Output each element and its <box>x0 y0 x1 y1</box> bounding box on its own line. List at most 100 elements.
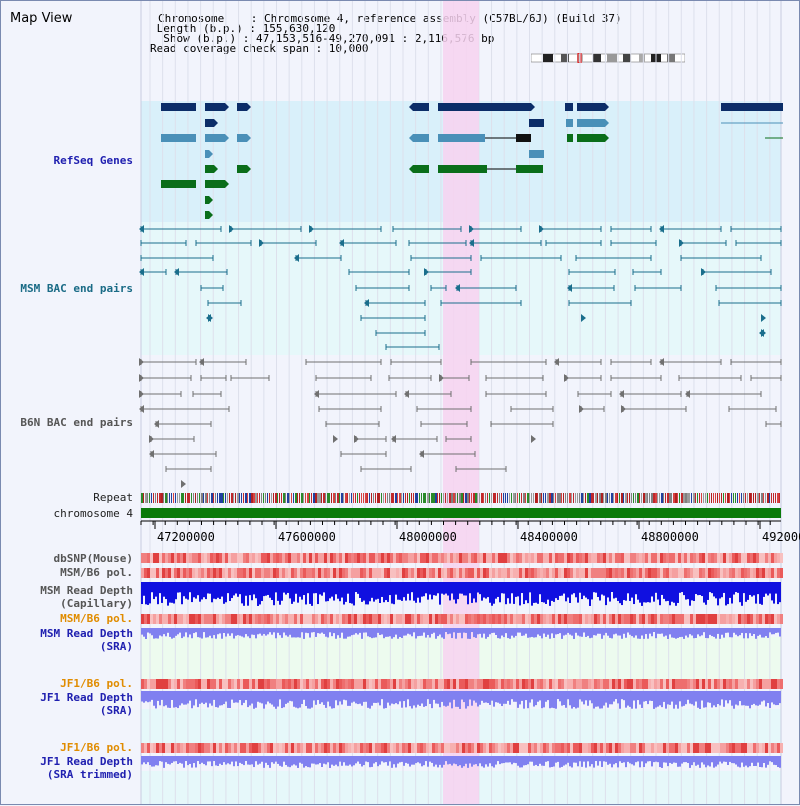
jf1-b6-pol-cell <box>462 679 465 689</box>
jf1-b6-pol-cell-2 <box>525 743 528 753</box>
jf1-b6-pol-cell <box>678 679 681 689</box>
msm-b6-pol-cell-2 <box>513 614 516 624</box>
jf1-sra-depth-bar <box>309 699 311 709</box>
msm-capillary-depth-bar <box>549 592 551 606</box>
jf1-b6-pol-cell <box>336 679 339 689</box>
msm-sra-depth-bar <box>735 632 737 635</box>
msm-sra-depth-bar <box>539 632 541 636</box>
dbsnp-cell <box>453 553 456 563</box>
dbsnp-cell <box>315 553 318 563</box>
gene-feature <box>438 103 531 111</box>
repeat-element <box>687 493 689 503</box>
repeat-element <box>657 493 658 503</box>
msm-b6-pol-cell <box>726 568 729 578</box>
msm-sra-depth-bar <box>385 632 387 637</box>
msm-b6-pol-cell <box>741 568 744 578</box>
jf1-sra-depth-bar <box>669 699 671 705</box>
jf1-sra-depth-bar <box>447 699 449 706</box>
jf1-b6-pol-cell <box>297 679 300 689</box>
msm-b6-pol-cell-2 <box>495 614 498 624</box>
msm-b6-pol-cell-2 <box>417 614 420 624</box>
msm-b6-pol-cell-2 <box>225 614 228 624</box>
repeat-element <box>719 493 720 503</box>
jf1-b6-pol-cell <box>726 679 729 689</box>
msm-b6-pol-cell-2 <box>528 614 531 624</box>
msm-b6-pol-cell-2 <box>246 614 249 624</box>
jf1-trimmed-depth-bar <box>403 761 405 766</box>
msm-b6-pol-cell-2 <box>216 614 219 624</box>
msm-sra-depth-bar <box>601 632 603 639</box>
jf1-b6-pol-cell-2 <box>594 743 597 753</box>
msm-capillary-depth-bar <box>657 592 659 600</box>
msm-capillary-depth-bar <box>737 592 739 593</box>
jf1-trimmed-depth-bar <box>561 761 563 767</box>
dbsnp-cell <box>522 553 525 563</box>
jf1-sra-depth-bar <box>147 699 149 702</box>
msm-capillary-depth-bar <box>631 592 633 598</box>
jf1-trimmed-depth-bar <box>625 761 627 767</box>
jf1-b6-pol-cell <box>441 679 444 689</box>
msm-capillary-depth-bar <box>551 592 553 601</box>
repeat-element <box>759 493 760 503</box>
jf1-sra-depth-bar <box>523 699 525 709</box>
jf1-b6-pol-cell-2 <box>513 743 516 753</box>
jf1-trimmed-depth-bar <box>633 761 635 765</box>
jf1-sra-depth-bar <box>149 699 151 702</box>
jf1-b6-pol-cell <box>156 679 159 689</box>
jf1-sra-depth-bar <box>533 699 535 707</box>
jf1-b6-pol-cell-2 <box>720 743 723 753</box>
msm-sra-depth-bar <box>189 632 191 634</box>
jf1-b6-pol-cell-2 <box>774 743 777 753</box>
jf1-sra-depth-bar <box>657 699 659 707</box>
repeat-element <box>601 493 603 503</box>
jf1-sra-depth-bar <box>307 699 309 708</box>
gene-feature <box>438 165 487 173</box>
repeat-element <box>257 493 258 503</box>
msm-b6-pol-cell-2 <box>273 614 276 624</box>
jf1-b6-pol-cell-2 <box>516 743 519 753</box>
msm-sra-depth-bar <box>491 632 493 633</box>
msm-sra-depth-bar <box>645 632 647 634</box>
repeat-element <box>613 493 614 503</box>
msm-b6-pol-cell-2 <box>576 614 579 624</box>
msm-capillary-depth-bar <box>321 592 323 596</box>
msm-sra-depth-bar <box>633 632 635 638</box>
msm-b6-pol-cell-2 <box>600 614 603 624</box>
msm-sra-depth-bar <box>763 632 765 638</box>
msm-sra-depth-bar <box>475 632 477 638</box>
jf1-b6-pol-cell-2 <box>408 743 411 753</box>
msm-capillary-depth-bar <box>675 592 677 606</box>
dbsnp-cell <box>288 553 291 563</box>
repeat-element <box>389 493 390 503</box>
jf1-sra-depth-bar <box>689 699 691 704</box>
repeat-element <box>519 493 520 503</box>
repeat-element <box>351 493 352 503</box>
dbsnp-cell <box>324 553 327 563</box>
msm-b6-pol-cell-2 <box>213 614 216 624</box>
msm-b6-pol-cell-2 <box>636 614 639 624</box>
msm-capillary-depth-bar <box>683 592 685 595</box>
jf1-b6-pol-cell-2 <box>150 743 153 753</box>
jf1-trimmed-depth-bar <box>745 761 747 766</box>
jf1-sra-depth-bar <box>555 699 557 709</box>
msm-capillary-depth-bar <box>141 592 143 604</box>
jf1-b6-pol-cell <box>489 679 492 689</box>
jf1-sra-depth-bar <box>491 699 493 701</box>
msm-capillary-depth-bar <box>313 592 315 593</box>
msm-capillary-depth-bar <box>251 592 253 600</box>
jf1-trimmed-depth-bar <box>359 761 361 764</box>
jf1-b6-pol-cell <box>429 679 432 689</box>
jf1-trimmed-depth-bar <box>373 761 375 763</box>
jf1-b6-pol-cell-2 <box>405 743 408 753</box>
msm-sra-depth-bar <box>345 632 347 639</box>
msm-sra-depth-bar <box>721 632 723 635</box>
msm-b6-pol-cell <box>237 568 240 578</box>
jf1-sra-depth-bar <box>199 699 201 704</box>
msm-b6-pol-cell-2 <box>267 614 270 624</box>
msm-b6-pol-cell <box>750 568 753 578</box>
dbsnp-cell <box>174 553 177 563</box>
msm-b6-pol-cell <box>753 568 756 578</box>
msm-capillary-depth-bar-base <box>141 582 781 592</box>
dbsnp-cell <box>144 553 147 563</box>
jf1-trimmed-depth-bar <box>575 761 577 763</box>
